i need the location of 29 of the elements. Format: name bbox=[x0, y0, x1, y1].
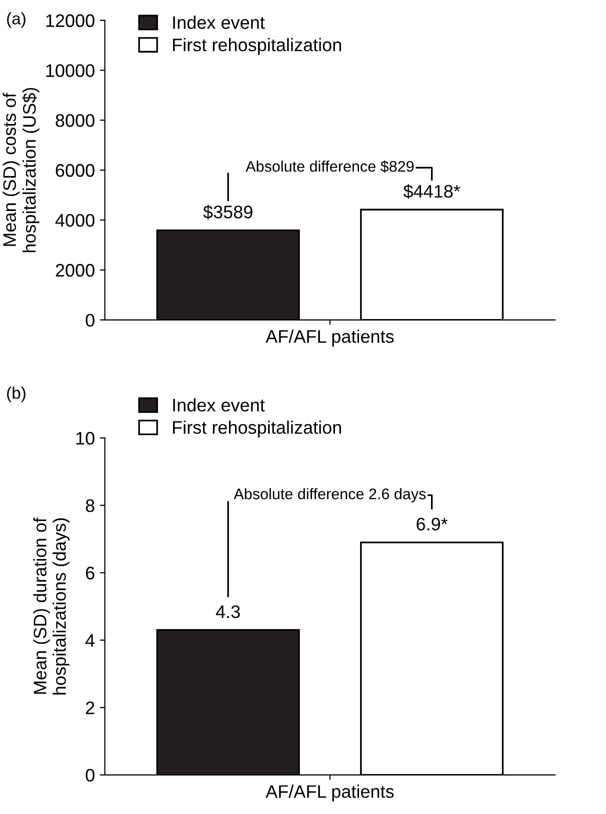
y-tick-label: 2000 bbox=[56, 264, 94, 277]
y-tick-label: 8 bbox=[86, 499, 94, 512]
y-tick-label: 12000 bbox=[46, 14, 94, 28]
chart-title: (b) bbox=[7, 386, 26, 402]
chart-title: (a) bbox=[7, 12, 26, 28]
legend-label: First rehospitalization bbox=[173, 38, 341, 55]
y-tick-label: 2 bbox=[86, 701, 94, 714]
y-tick-label: 0 bbox=[86, 314, 94, 327]
data-label: $4418* bbox=[403, 184, 460, 199]
y-tick-label: 10000 bbox=[46, 64, 94, 77]
legend-label: Index event bbox=[173, 16, 265, 29]
data-label: 6.9* bbox=[416, 518, 448, 530]
data-label: 4.3 bbox=[216, 605, 240, 618]
y-tick-label: 8000 bbox=[56, 114, 94, 127]
y-tick-label: 10 bbox=[76, 432, 94, 445]
y-axis-title: Mean (SD) costs of hospitalization (US$) bbox=[2, 88, 40, 252]
y-tick-label: 6 bbox=[86, 566, 94, 580]
legend-label: First rehospitalization bbox=[173, 420, 341, 438]
legend-label: Index event bbox=[173, 398, 265, 412]
y-tick-label: 6000 bbox=[56, 164, 94, 177]
annotation: Absolute difference $829 bbox=[246, 160, 414, 173]
y-tick-label: 4000 bbox=[55, 214, 94, 227]
y-axis-title: Mean (SD) duration of hospitalizations (days) bbox=[33, 518, 70, 694]
x-tick-label: AF/AFL patients bbox=[266, 784, 394, 802]
annotation: Absolute difference 2.6 days bbox=[234, 488, 426, 502]
y-tick-label: 4 bbox=[85, 634, 95, 647]
y-tick-label: 0 bbox=[86, 768, 94, 782]
x-tick-label: AF/AFL patients bbox=[266, 330, 394, 346]
data-label: $3589 bbox=[203, 204, 252, 220]
